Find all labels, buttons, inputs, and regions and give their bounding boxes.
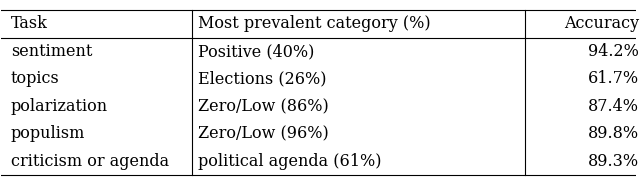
Text: 89.8%: 89.8% [588,125,639,142]
Text: sentiment: sentiment [11,43,92,60]
Text: Zero/Low (86%): Zero/Low (86%) [198,98,329,115]
Text: Elections (26%): Elections (26%) [198,70,326,87]
Text: 87.4%: 87.4% [588,98,639,115]
Text: topics: topics [11,70,60,87]
Text: political agenda (61%): political agenda (61%) [198,153,381,170]
Text: Accuracy: Accuracy [564,15,639,32]
Text: Positive (40%): Positive (40%) [198,43,314,60]
Text: polarization: polarization [11,98,108,115]
Text: Most prevalent category (%): Most prevalent category (%) [198,15,431,32]
Text: 89.3%: 89.3% [588,153,639,170]
Text: Zero/Low (96%): Zero/Low (96%) [198,125,329,142]
Text: populism: populism [11,125,85,142]
Text: Task: Task [11,15,48,32]
Text: 61.7%: 61.7% [588,70,639,87]
Text: criticism or agenda: criticism or agenda [11,153,169,170]
Text: 94.2%: 94.2% [588,43,639,60]
